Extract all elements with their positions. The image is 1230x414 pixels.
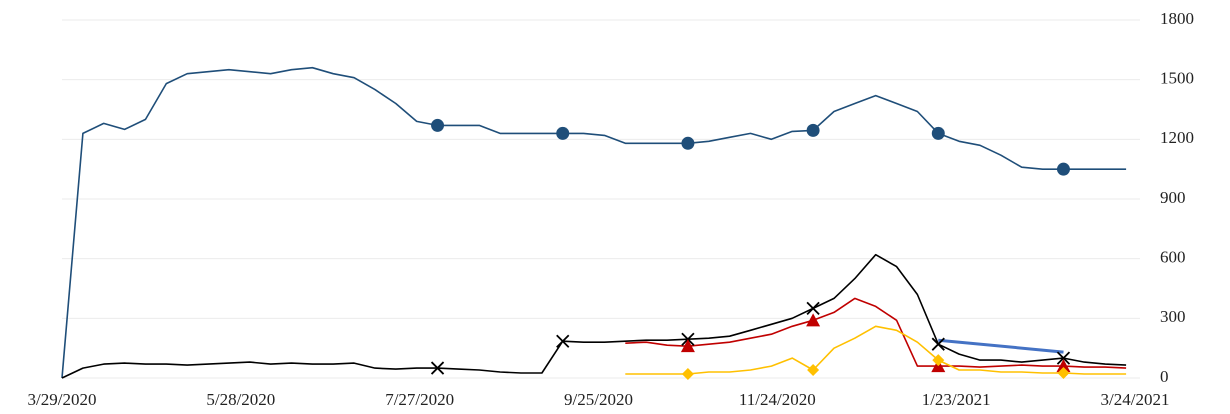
marker	[931, 337, 945, 351]
marker	[1056, 351, 1071, 365]
line-series	[61, 66, 1127, 379]
x-tick-label: 1/23/2021	[922, 390, 991, 409]
marker	[806, 301, 820, 316]
x-tick-label: 3/24/2021	[1101, 390, 1170, 409]
line-series	[61, 253, 1127, 379]
x-tick-label: 9/25/2020	[564, 390, 633, 409]
line-series	[938, 338, 1064, 354]
marker	[806, 313, 821, 327]
marker	[1056, 162, 1070, 176]
marker	[681, 136, 695, 150]
marker	[431, 118, 445, 132]
marker	[932, 354, 945, 367]
line-series	[625, 325, 1127, 375]
y-tick-label: 0	[1160, 367, 1169, 386]
marker	[931, 126, 945, 140]
y-tick-label: 1800	[1160, 9, 1194, 28]
line-series	[625, 297, 1127, 369]
y-tick-label: 1500	[1160, 69, 1194, 88]
y-tick-label: 600	[1160, 248, 1186, 267]
marker	[430, 361, 445, 375]
marker	[806, 123, 820, 137]
y-tick-label: 300	[1160, 307, 1186, 326]
y-tick-label: 1200	[1160, 128, 1194, 147]
marker	[556, 126, 570, 140]
x-tick-label: 5/28/2020	[206, 390, 275, 409]
x-tick-label: 3/29/2020	[28, 390, 97, 409]
marker	[681, 368, 694, 381]
marker	[680, 339, 695, 353]
marker	[1057, 367, 1070, 380]
x-tick-label: 11/24/2020	[739, 390, 816, 409]
x-tick-label: 7/27/2020	[385, 390, 454, 409]
marker	[1056, 359, 1071, 373]
marker	[556, 334, 570, 348]
marker	[807, 364, 820, 377]
y-tick-label: 900	[1160, 188, 1186, 207]
